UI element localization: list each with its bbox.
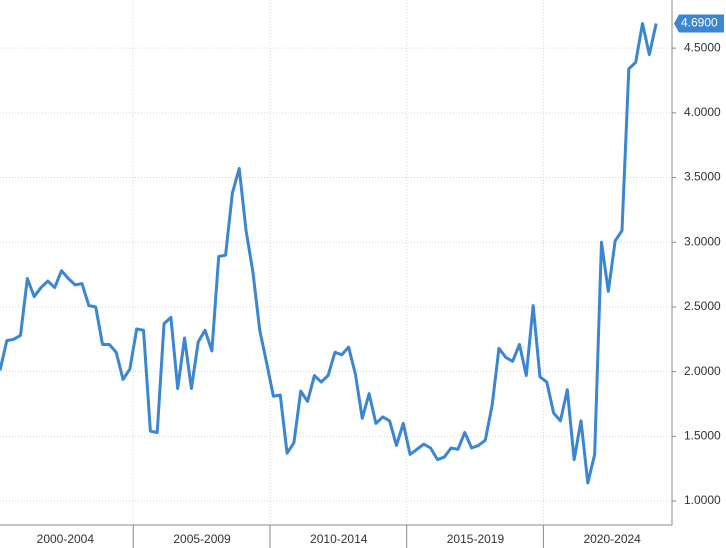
y-tick-label: 1.5000: [684, 429, 721, 443]
x-tick-label: 2010-2014: [310, 532, 368, 546]
y-tick-label: 1.0000: [684, 493, 721, 507]
y-tick-label: 4.0000: [684, 105, 721, 119]
y-tick-label: 3.5000: [684, 170, 721, 184]
x-tick-label: 2015-2019: [447, 532, 505, 546]
y-tick-label: 3.0000: [684, 234, 721, 248]
y-tick-label: 2.5000: [684, 299, 721, 313]
last-value-box: [674, 14, 724, 33]
y-tick-label: 4.5000: [684, 40, 721, 54]
x-tick-label: 2005-2009: [173, 532, 231, 546]
x-tick-label: 2020-2024: [583, 532, 641, 546]
x-tick-label: 2000-2004: [37, 532, 95, 546]
last-value-label: 4.6900: [681, 16, 718, 30]
last-value-tag: 4.6900: [674, 14, 724, 33]
y-tick-label: 2.0000: [684, 364, 721, 378]
data-line: [0, 22, 658, 485]
